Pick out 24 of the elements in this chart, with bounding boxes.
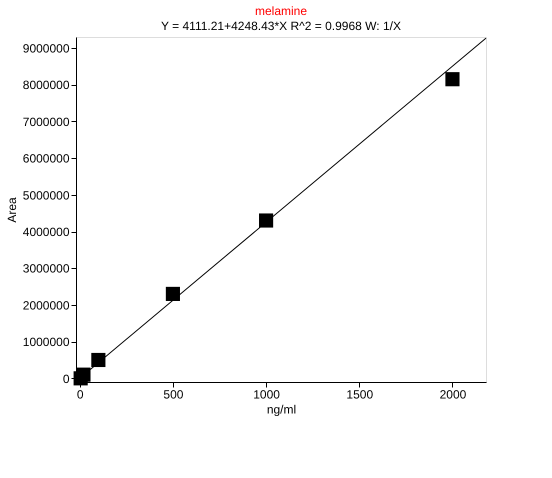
chart-subtitle: Y = 4111.21+4248.43*X R^2 = 0.9968 W: 1/X xyxy=(161,19,401,33)
x-axis-title: ng/ml xyxy=(266,402,296,416)
y-tick-label: 5000000 xyxy=(22,188,70,202)
x-tick-label: 500 xyxy=(163,388,184,402)
y-tick-label: 4000000 xyxy=(22,225,70,240)
point xyxy=(445,72,460,86)
y-tick-label: 3000000 xyxy=(22,262,70,276)
point xyxy=(259,213,274,228)
y-tick-label: 2000000 xyxy=(22,298,70,312)
point xyxy=(76,368,91,382)
y-tick-label: 1000000 xyxy=(22,335,70,350)
x-tick-label: 0 xyxy=(76,388,84,402)
y-tick-label: 6000000 xyxy=(22,152,70,166)
x-tick-label: 1500 xyxy=(346,388,374,402)
chart-title: melamine xyxy=(254,4,308,18)
point xyxy=(91,352,106,368)
x-tick-label: 1000 xyxy=(253,388,280,402)
y-tick-label: 7000000 xyxy=(22,114,70,129)
y-tick-label: 9000000 xyxy=(22,42,70,56)
y-tick-label: 0 xyxy=(62,372,70,386)
y-axis-title: Area xyxy=(4,197,19,223)
x-tick-label: 2000 xyxy=(440,388,467,402)
y-tick-label: 8000000 xyxy=(22,78,70,92)
point xyxy=(166,286,180,301)
